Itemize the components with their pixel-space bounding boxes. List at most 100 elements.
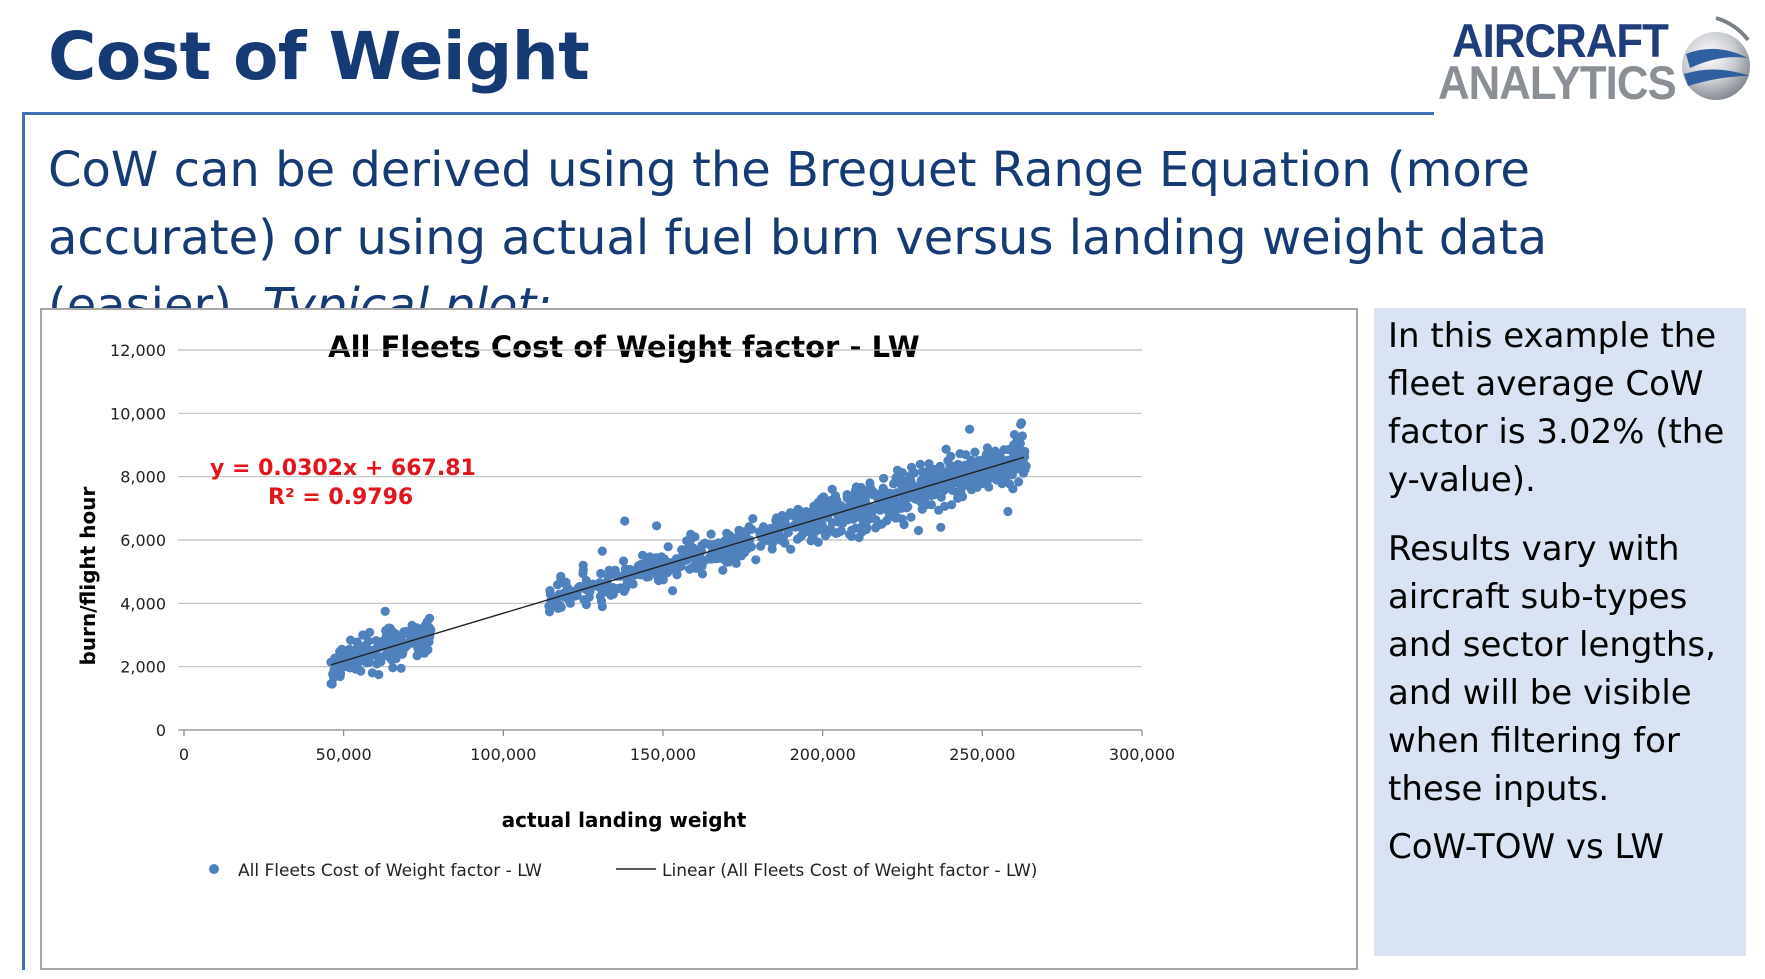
data-point [385, 623, 395, 633]
data-point [990, 446, 1000, 456]
y-tick-label: 12,000 [110, 341, 166, 360]
data-point [941, 444, 951, 454]
data-point [718, 565, 728, 575]
trendline [330, 456, 1025, 666]
data-point [943, 456, 953, 466]
data-point [853, 497, 863, 507]
data-point [668, 586, 678, 596]
data-point [388, 663, 398, 673]
data-point [688, 543, 698, 553]
data-point [346, 635, 356, 645]
data-point [965, 424, 975, 434]
data-point [396, 663, 406, 673]
data-point [1017, 431, 1027, 441]
data-point [789, 508, 799, 518]
data-point [597, 601, 607, 612]
data-point [597, 546, 607, 556]
x-tick-label: 100,000 [470, 745, 536, 764]
data-point [423, 645, 433, 655]
y-axis-ticks: 0 2,000 4,000 6,000 8,000 10,000 12,000 [110, 341, 166, 740]
data-point [770, 522, 780, 532]
data-point [756, 541, 766, 551]
data-point [655, 566, 665, 576]
data-point [578, 560, 588, 570]
data-point [846, 531, 857, 541]
data-point [824, 497, 834, 507]
data-point [579, 595, 589, 605]
side-note-1: In this example the fleet average CoW fa… [1388, 316, 1725, 500]
x-tick-label: 0 [179, 745, 189, 764]
x-tick-label: 50,000 [316, 745, 372, 764]
data-point [988, 454, 999, 465]
data-point [906, 476, 916, 486]
x-axis-ticks: 0 50,000 100,000 150,000 200,000 250,000 300,0… [179, 745, 1175, 764]
data-point [353, 664, 363, 674]
y-tick-label: 2,000 [120, 658, 166, 677]
y-tick-label: 8,000 [120, 468, 166, 487]
data-point [380, 606, 390, 616]
data-point [700, 538, 710, 548]
data-point [360, 630, 371, 640]
data-point [842, 493, 852, 503]
data-point [890, 478, 901, 488]
data-point [355, 643, 365, 653]
data-point [969, 479, 979, 489]
data-point [408, 630, 418, 640]
data-point [786, 544, 796, 554]
data-point [1004, 479, 1015, 489]
y-tick-label: 6,000 [120, 531, 166, 550]
data-point [545, 586, 555, 596]
data-point [984, 469, 994, 479]
title-divider [22, 112, 1434, 115]
data-point [897, 468, 907, 478]
r-squared-label: R² = 0.9796 [268, 485, 413, 510]
x-tick-label: 250,000 [949, 745, 1015, 764]
data-point [626, 565, 636, 575]
data-point [556, 602, 566, 612]
data-point [1009, 430, 1020, 440]
data-point [807, 535, 817, 545]
aircraft-analytics-logo: AIRCRAFT ANALYTICS [1438, 14, 1756, 110]
data-point [970, 447, 980, 457]
x-tick-label: 150,000 [630, 745, 696, 764]
data-point [697, 569, 708, 579]
data-point [856, 506, 866, 517]
data-point [996, 473, 1006, 484]
data-point [941, 469, 951, 479]
globe-icon [1682, 16, 1750, 100]
data-point [938, 480, 949, 490]
chart-title: All Fleets Cost of Weight factor - LW [328, 330, 920, 364]
data-point [544, 607, 555, 617]
data-point [645, 552, 655, 562]
side-note-3: CoW-TOW vs LW [1388, 827, 1664, 867]
data-point [663, 542, 673, 552]
legend-label-scatter: All Fleets Cost of Weight factor - LW [238, 861, 542, 881]
data-point [934, 505, 944, 515]
data-point [725, 546, 735, 557]
data-point [737, 546, 747, 556]
data-point [425, 613, 435, 623]
data-point [706, 554, 716, 564]
side-note-panel: In this example the fleet average CoW fa… [1374, 308, 1746, 956]
data-point [372, 659, 382, 669]
y-tick-label: 0 [156, 721, 166, 740]
data-point [760, 524, 770, 534]
data-point [962, 476, 973, 486]
data-point [808, 508, 818, 518]
data-point [613, 583, 624, 594]
data-point [961, 450, 971, 460]
data-point [875, 505, 885, 515]
data-point [578, 568, 588, 579]
data-point [695, 560, 705, 570]
data-point [1016, 419, 1026, 429]
data-point [879, 473, 889, 483]
data-point [974, 456, 984, 466]
data-point [960, 460, 970, 470]
data-point [735, 526, 746, 536]
data-point [863, 486, 873, 496]
data-point [399, 627, 409, 637]
y-tick-label: 10,000 [110, 404, 166, 423]
data-point [725, 530, 735, 541]
data-point [771, 515, 781, 525]
data-point [831, 528, 841, 538]
